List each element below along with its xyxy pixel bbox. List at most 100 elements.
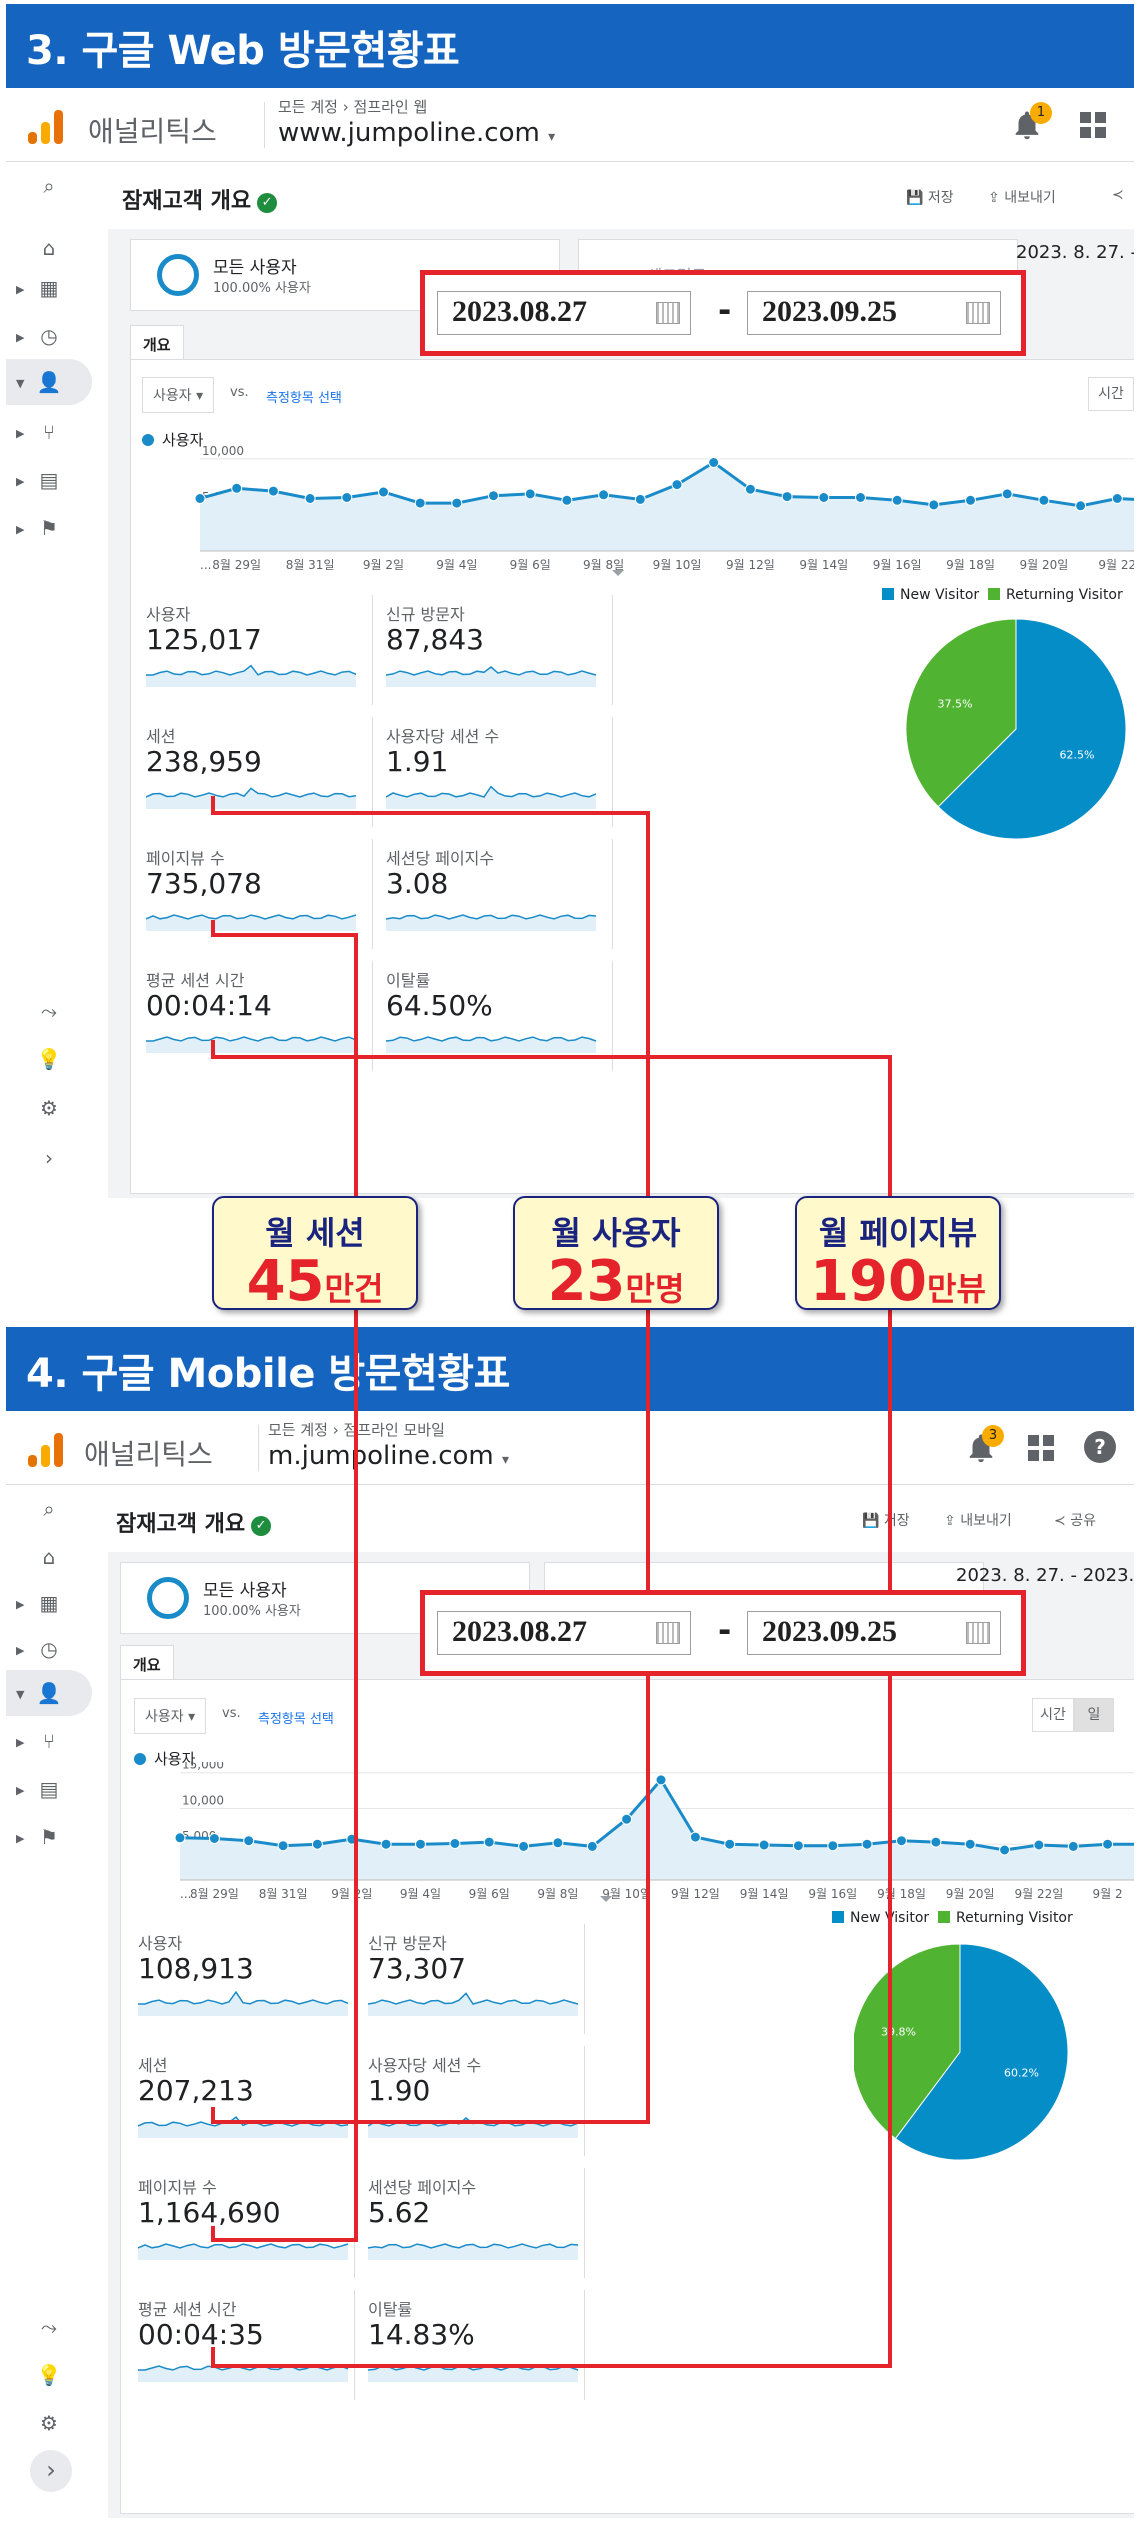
lightbulb-icon[interactable]: 💡 <box>36 1047 62 1071</box>
data-point[interactable] <box>818 492 830 503</box>
apps-grid-icon[interactable] <box>1028 1435 1054 1461</box>
metric-value[interactable]: 14.83% <box>368 2318 475 2351</box>
analytics-logo-icon[interactable] <box>28 1433 64 1467</box>
data-point[interactable] <box>827 1840 839 1852</box>
expand-arrow-icon[interactable]: ▶ <box>16 1598 25 1611</box>
property-selector[interactable]: www.jumpoline.com ▾ <box>278 118 555 148</box>
gear-icon[interactable]: ⚙ <box>40 2411 58 2435</box>
metric-value[interactable]: 125,017 <box>146 623 262 656</box>
collapse-arrow-icon[interactable]: ▼ <box>16 1688 25 1701</box>
expand-arrow-icon[interactable]: ▶ <box>16 1644 25 1657</box>
data-point[interactable] <box>561 494 573 506</box>
data-point[interactable] <box>896 1835 907 1847</box>
data-point[interactable] <box>231 482 243 494</box>
data-point[interactable] <box>414 497 426 509</box>
gear-icon[interactable]: ⚙ <box>40 1096 58 1120</box>
export-button[interactable]: ⇪ 내보내기 <box>988 190 1056 206</box>
metric-value[interactable]: 238,959 <box>146 745 262 778</box>
data-point[interactable] <box>415 1838 426 1850</box>
expand-arrow-icon[interactable]: ▶ <box>16 283 25 296</box>
property-selector[interactable]: m.jumpoline.com ▾ <box>268 1441 509 1471</box>
crumb-property[interactable]: 점프라인 모바일 <box>343 1421 445 1439</box>
data-point[interactable] <box>598 489 610 501</box>
metric-value[interactable]: 00:04:14 <box>146 989 272 1022</box>
select-metric-link[interactable]: 측정항목 선택 <box>258 1712 334 1727</box>
expand-arrow-icon[interactable]: ▶ <box>16 331 25 344</box>
metric-value[interactable]: 73,307 <box>368 1952 466 1985</box>
export-button[interactable]: ⇪ 내보내기 <box>944 1513 1012 1529</box>
calendar-icon[interactable] <box>966 1622 990 1644</box>
search-icon[interactable]: ⌕ <box>43 174 55 198</box>
expand-arrow-icon[interactable]: ▶ <box>16 1832 25 1845</box>
data-point[interactable] <box>552 1837 564 1849</box>
time-button[interactable]: 시간 <box>1088 377 1134 411</box>
metric-value[interactable]: 3.08 <box>386 867 449 900</box>
notification-bell-icon[interactable]: 1 <box>1010 102 1052 142</box>
data-point[interactable] <box>194 493 206 504</box>
metric-value[interactable]: 87,843 <box>386 623 484 656</box>
acquisition-icon[interactable]: ⑂ <box>43 1729 55 1753</box>
chart-resize-handle-icon[interactable] <box>600 1896 612 1902</box>
metric-dropdown[interactable]: 사용자 ▾ <box>142 377 215 413</box>
metric-value[interactable]: 735,078 <box>146 867 262 900</box>
data-point[interactable] <box>758 1839 770 1851</box>
expand-arrow-icon[interactable]: ▶ <box>16 475 25 488</box>
date-from-field[interactable]: 2023.08.27 <box>437 291 691 335</box>
select-metric-link[interactable]: 측정항목 선택 <box>266 391 342 406</box>
home-icon[interactable]: ⌂ <box>42 1545 56 1569</box>
search-icon[interactable]: ⌕ <box>43 1497 55 1521</box>
data-point[interactable] <box>724 1838 736 1850</box>
data-point[interactable] <box>999 1844 1011 1856</box>
data-point[interactable] <box>744 483 756 495</box>
expand-arrow-icon[interactable]: ▶ <box>16 1736 25 1749</box>
data-point[interactable] <box>634 493 646 505</box>
data-point[interactable] <box>861 1838 873 1850</box>
data-point[interactable] <box>586 1840 598 1852</box>
expand-sidebar-icon[interactable]: › <box>30 2450 72 2492</box>
metric-value[interactable]: 207,213 <box>138 2074 254 2107</box>
data-point[interactable] <box>1102 1838 1114 1850</box>
data-point[interactable] <box>304 493 316 504</box>
data-point[interactable] <box>689 1831 701 1843</box>
chart-resize-handle-icon[interactable] <box>612 570 624 576</box>
data-point[interactable] <box>277 1840 289 1852</box>
data-point[interactable] <box>965 494 976 506</box>
time-button[interactable]: 시간 <box>1032 1698 1074 1732</box>
data-point[interactable] <box>1111 493 1123 504</box>
share-icon[interactable]: ≺ <box>1112 187 1124 203</box>
data-point[interactable] <box>488 490 499 502</box>
metric-value[interactable]: 64.50% <box>386 989 493 1022</box>
data-point[interactable] <box>380 1838 392 1850</box>
pie-slice-returning-visitor[interactable] <box>905 618 1017 808</box>
flag-icon[interactable]: ⚑ <box>40 516 58 540</box>
data-point[interactable] <box>1038 494 1050 506</box>
clock-icon[interactable]: ◷ <box>40 324 58 348</box>
data-point[interactable] <box>708 457 720 468</box>
metric-value[interactable]: 1.90 <box>368 2074 431 2107</box>
data-point[interactable] <box>655 1774 667 1786</box>
dashboard-icon[interactable]: ▦ <box>39 276 59 300</box>
expand-arrow-icon[interactable]: ▶ <box>16 1784 25 1797</box>
data-point[interactable] <box>1067 1840 1079 1852</box>
data-point[interactable] <box>311 1838 323 1850</box>
apps-grid-icon[interactable] <box>1080 112 1106 138</box>
behavior-icon[interactable]: ▤ <box>39 1777 59 1801</box>
data-point[interactable] <box>483 1836 495 1848</box>
data-point[interactable] <box>267 485 279 497</box>
crumb-account[interactable]: 모든 계정 <box>278 98 338 116</box>
metric-value[interactable]: 1.91 <box>386 745 449 778</box>
date-from-field[interactable]: 2023.08.27 <box>437 1611 691 1655</box>
data-point[interactable] <box>243 1835 255 1847</box>
day-button[interactable]: 일 <box>1074 1698 1114 1732</box>
crumb-account[interactable]: 모든 계정 <box>268 1421 328 1439</box>
data-point[interactable] <box>1033 1839 1045 1851</box>
data-point[interactable] <box>930 1836 942 1848</box>
pie-slice-returning-visitor[interactable] <box>854 1943 961 2140</box>
date-to-field[interactable]: 2023.09.25 <box>747 291 1001 335</box>
date-to-field[interactable]: 2023.09.25 <box>747 1611 1001 1655</box>
data-point[interactable] <box>855 492 866 503</box>
share-button[interactable]: ≺ 공유 <box>1054 1513 1096 1529</box>
data-point[interactable] <box>671 479 683 491</box>
data-point[interactable] <box>792 1840 804 1852</box>
data-point[interactable] <box>378 486 389 498</box>
